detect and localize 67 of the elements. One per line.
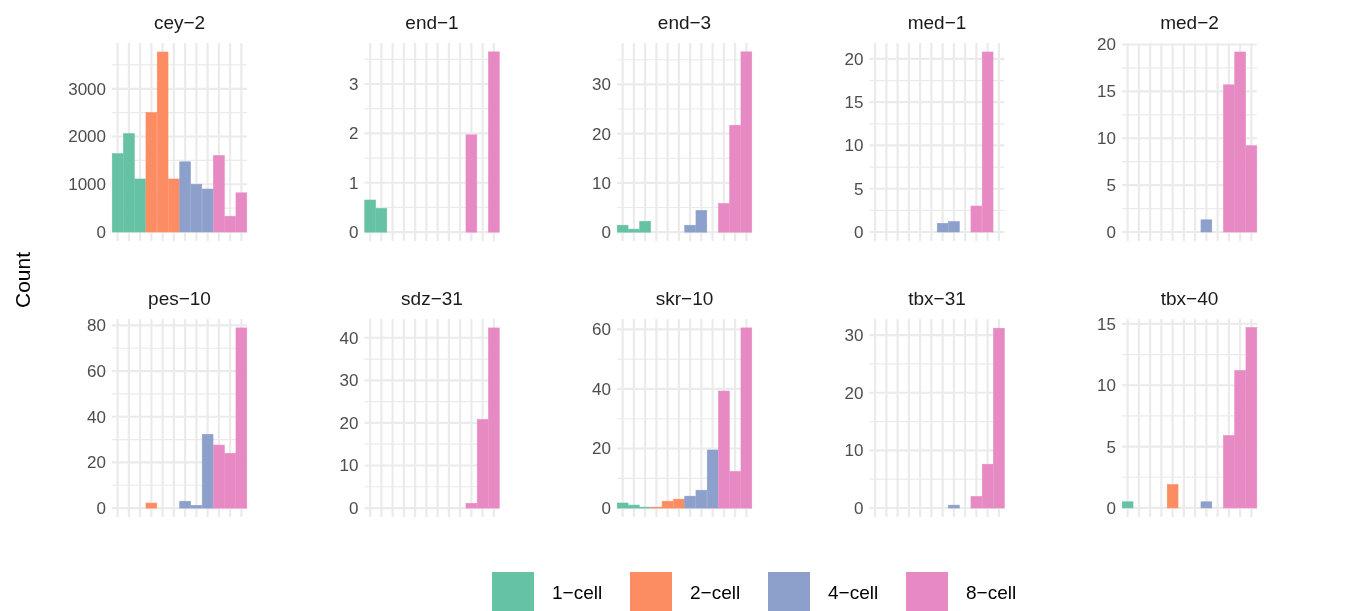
- y-tick-label: 40: [87, 407, 106, 427]
- y-tick-label: 60: [87, 362, 106, 382]
- y-tick-label: 0: [601, 499, 611, 519]
- y-tick-label: 40: [339, 328, 359, 348]
- y-tick-label: 0: [96, 499, 106, 519]
- bar: [1166, 484, 1179, 509]
- y-tick-label: 0: [1106, 222, 1116, 242]
- y-tick-label: 0: [854, 498, 864, 518]
- y-tick-label: 30: [339, 371, 359, 391]
- bar: [948, 504, 960, 509]
- bar: [1200, 501, 1213, 509]
- legend-label: 4−cell: [828, 581, 879, 603]
- y-tick-label: 2000: [68, 127, 106, 147]
- chart-title: tbx−40: [1160, 288, 1219, 309]
- y-tick-label: 5: [1106, 176, 1116, 196]
- y-tick-label: 1000: [68, 175, 106, 195]
- y-tick-label: 40: [592, 379, 611, 399]
- y-tick-label: 15: [1097, 82, 1116, 102]
- y-tick-label: 20: [87, 453, 106, 473]
- y-tick-label: 15: [844, 93, 864, 113]
- y-tick-label: 10: [844, 136, 864, 156]
- y-tick-label: 30: [844, 326, 864, 346]
- y-tick-label: 0: [854, 222, 864, 242]
- y-tick-label: 30: [592, 75, 611, 95]
- bar: [145, 502, 158, 509]
- y-tick-label: 60: [592, 320, 611, 340]
- legend-label: 2−cell: [690, 581, 741, 603]
- y-tick-label: 20: [844, 383, 864, 403]
- chart-title: sdz−31: [401, 288, 463, 309]
- y-tick-label: 20: [592, 439, 611, 459]
- y-tick-label: 0: [349, 223, 359, 243]
- y-tick-label: 2: [349, 124, 359, 144]
- y-tick-label: 10: [339, 456, 359, 476]
- y-tick-label: 20: [844, 49, 864, 69]
- y-tick-label: 0: [1106, 498, 1116, 518]
- y-tick-label: 20: [592, 124, 611, 144]
- y-tick-label: 5: [1106, 437, 1116, 457]
- y-tick-label: 20: [1097, 35, 1116, 55]
- y-tick-label: 3: [349, 74, 359, 94]
- y-tick-label: 5: [854, 179, 864, 199]
- bar: [1200, 219, 1213, 233]
- bar: [1121, 501, 1134, 509]
- y-tick-label: 80: [87, 316, 106, 336]
- y-tick-label: 10: [1097, 376, 1116, 396]
- chart-title: cey−2: [153, 12, 206, 33]
- chart-title: skr−10: [655, 288, 714, 309]
- y-tick-label: 0: [601, 223, 611, 243]
- y-tick-label: 10: [592, 173, 611, 193]
- chart-title: tbx−31: [908, 288, 966, 309]
- chart-title: end−1: [405, 12, 459, 33]
- chart-title: pes−10: [148, 288, 211, 309]
- y-tick-label: 15: [1097, 314, 1116, 334]
- y-tick-label: 0: [349, 499, 359, 519]
- y-axis-title: Count: [11, 251, 34, 309]
- y-tick-label: 20: [339, 413, 359, 433]
- chart-title: end−3: [657, 12, 712, 33]
- chart-title: med−2: [1160, 12, 1219, 33]
- bar: [488, 51, 500, 233]
- legend-label: 8−cell: [966, 581, 1017, 603]
- legend-label: 1−cell: [552, 581, 603, 603]
- y-tick-label: 1: [349, 173, 359, 193]
- y-tick-label: 0: [96, 222, 106, 242]
- y-tick-label: 10: [844, 441, 864, 461]
- y-tick-label: 10: [1097, 129, 1116, 149]
- chart-title: med−1: [907, 12, 967, 33]
- y-tick-label: 3000: [68, 79, 106, 99]
- bar: [465, 134, 478, 233]
